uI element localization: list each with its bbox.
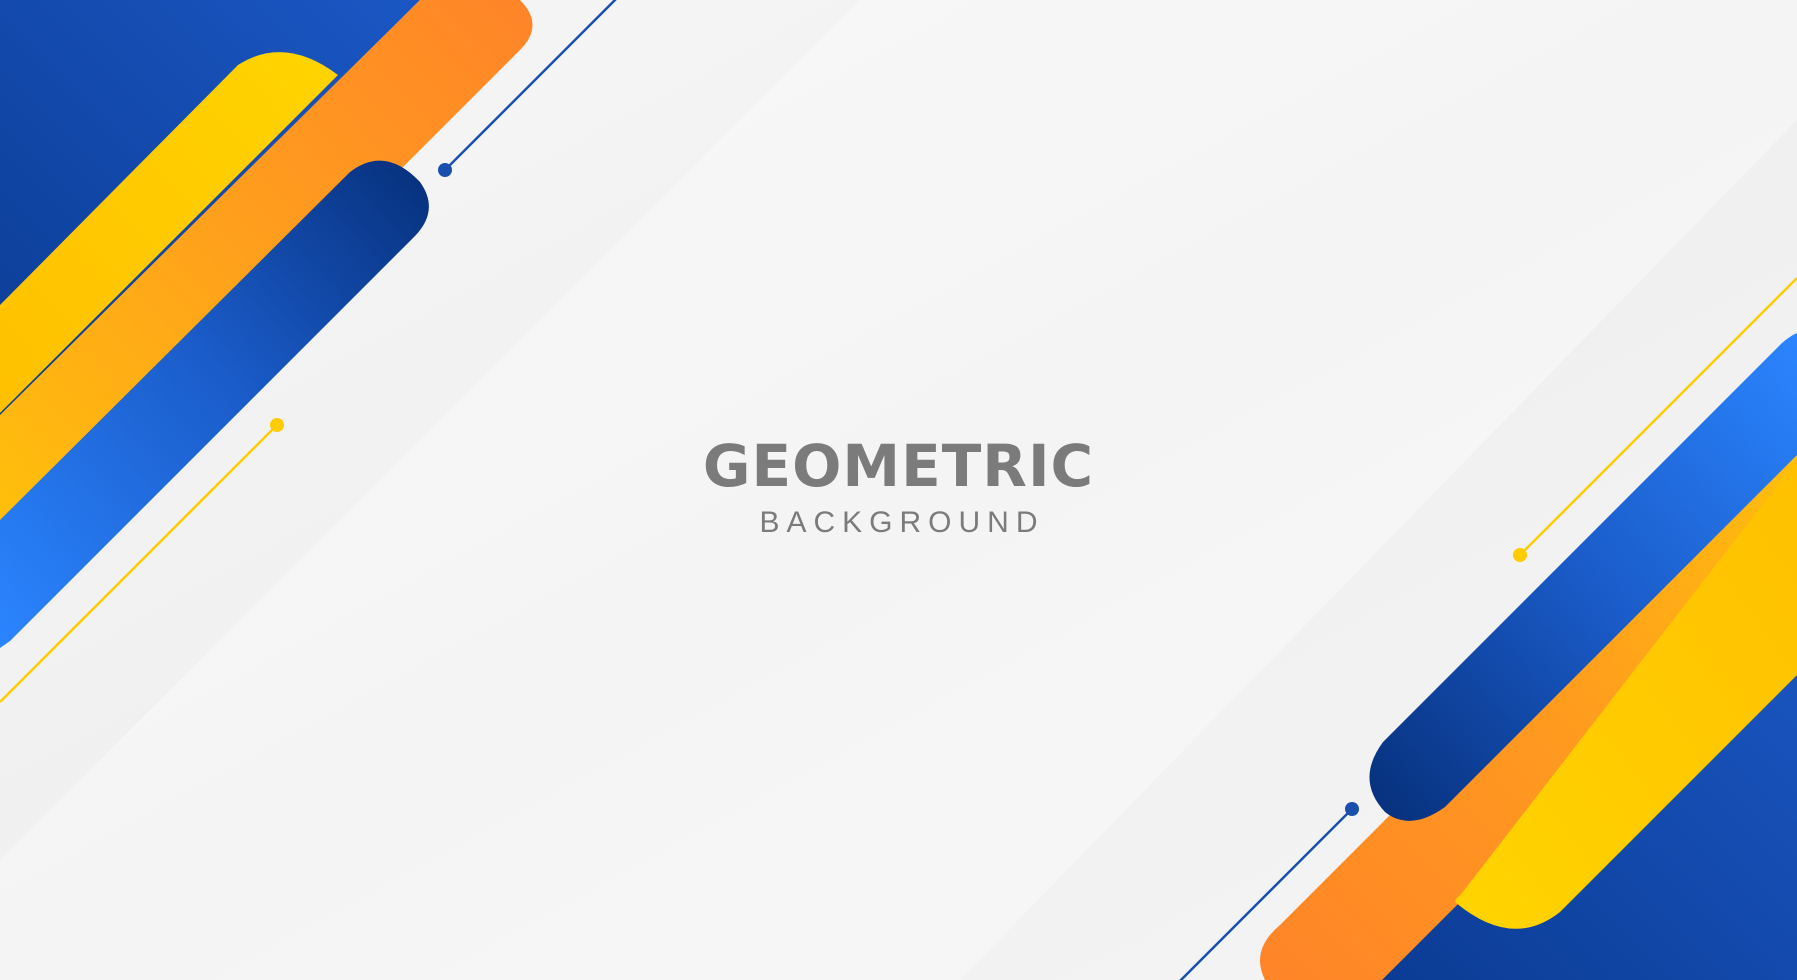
bottom-right-yellow-stripe-2 bbox=[1455, 460, 1797, 929]
top-left-navy-dot bbox=[438, 163, 452, 177]
main-title: GEOMETRIC bbox=[702, 432, 1095, 500]
left-yellow-line bbox=[0, 424, 278, 703]
bottom-right-navy-dot bbox=[1345, 802, 1359, 816]
top-left-navy-line bbox=[444, 0, 617, 171]
title-block: GEOMETRIC BACKGROUND bbox=[0, 432, 1797, 542]
top-left-blue-band bbox=[0, 160, 429, 648]
top-left-yellow-stripe bbox=[0, 52, 338, 414]
bottom-right-blue-band bbox=[1369, 333, 1797, 821]
subtitle: BACKGROUND bbox=[759, 506, 1045, 539]
right-yellow-line bbox=[1519, 277, 1797, 556]
bottom-right-navy-line bbox=[1179, 808, 1353, 980]
right-yellow-dot bbox=[1513, 548, 1527, 562]
left-yellow-dot bbox=[270, 418, 284, 432]
